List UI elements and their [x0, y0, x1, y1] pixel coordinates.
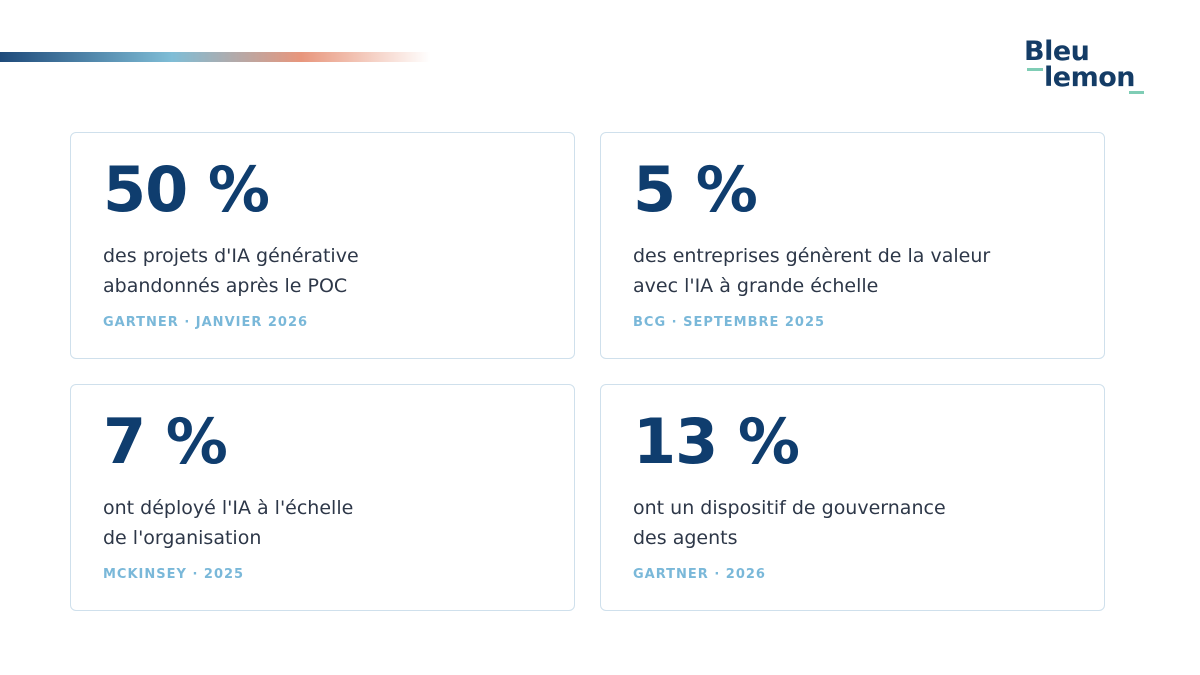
logo-text: lemon [1044, 62, 1135, 93]
description-line: ont un dispositif de gouvernance [633, 497, 946, 519]
stat-card: 50 % des projets d'IA générative abandon… [70, 132, 575, 359]
description-line: des agents [633, 527, 738, 549]
stat-value: 50 % [103, 153, 270, 226]
stat-description: ont un dispositif de gouvernance des age… [633, 493, 946, 553]
stat-source: GARTNER · 2026 [633, 567, 766, 582]
logo: Bleu lemon [1024, 36, 1154, 100]
description-line: ont déployé l'IA à l'échelle [103, 497, 354, 519]
logo-text: Bleu [1024, 36, 1090, 67]
stat-card: 13 % ont un dispositif de gouvernance de… [600, 384, 1105, 611]
logo-accent [1027, 68, 1043, 71]
stat-card: 5 % des entreprises génèrent de la valeu… [600, 132, 1105, 359]
stat-source: MCKINSEY · 2025 [103, 567, 245, 582]
description-line: abandonnés après le POC [103, 275, 348, 297]
description-line: des entreprises génèrent de la valeur [633, 245, 991, 267]
description-line: avec l'IA à grande échelle [633, 275, 879, 297]
description-line: des projets d'IA générative [103, 245, 359, 267]
stat-description: des entreprises génèrent de la valeur av… [633, 241, 990, 301]
stat-description: ont déployé l'IA à l'échelle de l'organi… [103, 493, 353, 553]
logo-accent [1129, 91, 1144, 94]
stat-description: des projets d'IA générative abandonnés a… [103, 241, 359, 301]
description-line: de l'organisation [103, 527, 262, 549]
stat-source: BCG · SEPTEMBRE 2025 [633, 315, 826, 330]
stat-card: 7 % ont déployé l'IA à l'échelle de l'or… [70, 384, 575, 611]
stat-value: 13 % [633, 405, 800, 478]
stat-value: 5 % [633, 153, 758, 226]
stat-source: GARTNER · JANVIER 2026 [103, 315, 309, 330]
stat-value: 7 % [103, 405, 228, 478]
gradient-bar [0, 52, 430, 62]
